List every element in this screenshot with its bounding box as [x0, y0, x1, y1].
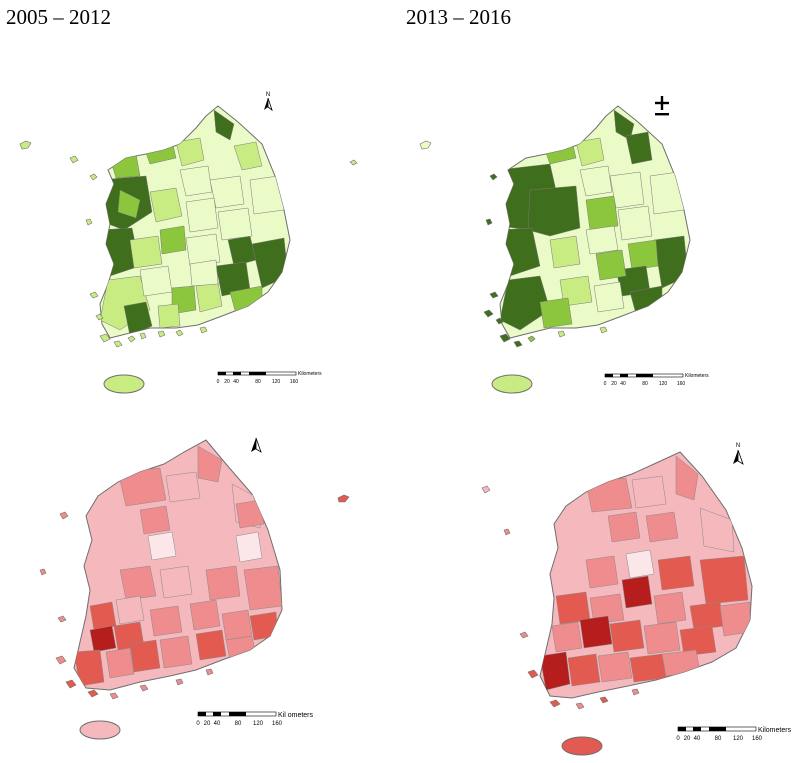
scale-tick: 120: [253, 721, 264, 727]
scale-tick: 40: [620, 381, 626, 387]
jeju-island: [561, 736, 603, 756]
scale-unit: Kilometers: [685, 373, 709, 379]
scale-tick: 120: [272, 379, 281, 385]
scale-tick: 80: [642, 381, 648, 387]
jeju-island: [103, 374, 145, 394]
korea-map-green-2013-2016: [419, 105, 691, 394]
map-panel-green-2013-2016: Kilometers 0 20 40 80 120 160: [400, 80, 800, 410]
period-title-2013-2016: 2013 – 2016: [406, 5, 511, 29]
north-label: N: [266, 92, 270, 98]
scale-tick: 0: [217, 379, 220, 385]
scale-tick: 80: [255, 379, 261, 385]
map-panel-green-2005-2012: N Kilometers 0 20 40 80 120 160: [0, 80, 400, 410]
scale-unit: Kilometers: [298, 371, 322, 377]
scale-tick: 160: [677, 381, 686, 387]
jeju-island: [79, 720, 121, 740]
scale-tick: 160: [272, 721, 283, 727]
coastal-islands: [39, 511, 214, 700]
scale-tick: 80: [715, 736, 722, 742]
district-polygons: [100, 109, 289, 337]
map-panel-red-right: N Kilometers 0 20 40 80 120 160: [400, 420, 800, 763]
korea-map-green-2005-2012: [19, 105, 358, 394]
korea-map-red-left: [39, 439, 350, 740]
scale-tick: 80: [235, 721, 242, 727]
scale-tick: 40: [694, 736, 701, 742]
scale-tick: 120: [659, 381, 668, 387]
scale-bar: Kilometers 0 20 40 80 120 160: [604, 373, 710, 387]
scale-unit: Kil ometers: [278, 712, 314, 719]
ulleung-island: [337, 494, 350, 503]
scale-tick: 20: [611, 381, 617, 387]
map-panel-red-left: Kil ometers 0 20 40 80 120 160: [0, 420, 400, 763]
scale-tick: 0: [604, 381, 607, 387]
scale-bar: Kilometers 0 20 40 80 120 160: [217, 371, 323, 385]
coastal-islands: [419, 140, 608, 348]
period-title-2005-2012: 2005 – 2012: [6, 5, 111, 29]
north-arrow-icon: [733, 449, 744, 465]
jeju-island: [491, 374, 533, 394]
scale-bar: Kil ometers 0 20 40 80 120 160: [196, 711, 314, 727]
scale-tick: 160: [752, 736, 763, 742]
scale-unit: Kilometers: [758, 727, 792, 734]
district-polygons: [74, 445, 282, 687]
scale-tick: 20: [684, 736, 691, 742]
scale-tick: 160: [290, 379, 299, 385]
district-polygons: [500, 109, 689, 331]
scale-tick: 20: [204, 721, 211, 727]
korea-map-red-right: [481, 451, 753, 756]
scale-tick: 0: [196, 721, 200, 727]
scale-tick: 40: [214, 721, 221, 727]
district-polygons: [540, 455, 751, 691]
scale-tick: 120: [733, 736, 744, 742]
scale-tick: 20: [224, 379, 230, 385]
scale-bar: Kilometers 0 20 40 80 120 160: [676, 726, 792, 742]
coastal-islands: [481, 485, 640, 710]
scale-tick: 40: [233, 379, 239, 385]
coastal-islands: [19, 140, 358, 348]
scale-tick: 0: [676, 736, 680, 742]
north-arrow-icon: [251, 437, 262, 453]
north-arrow-icon: [264, 97, 273, 112]
north-label: N: [736, 443, 740, 449]
plus-minus-north-symbol: [655, 96, 669, 116]
